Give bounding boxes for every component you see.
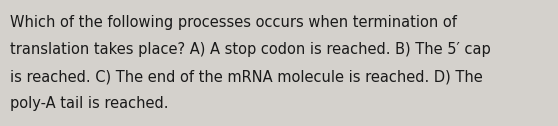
Text: translation takes place? A) A stop codon is reached. B) The 5′ cap: translation takes place? A) A stop codon…: [10, 42, 491, 57]
Text: poly-A tail is reached.: poly-A tail is reached.: [10, 96, 169, 111]
Text: is reached. C) The end of the mRNA molecule is reached. D) The: is reached. C) The end of the mRNA molec…: [10, 69, 483, 84]
Text: Which of the following processes occurs when termination of: Which of the following processes occurs …: [10, 15, 457, 30]
